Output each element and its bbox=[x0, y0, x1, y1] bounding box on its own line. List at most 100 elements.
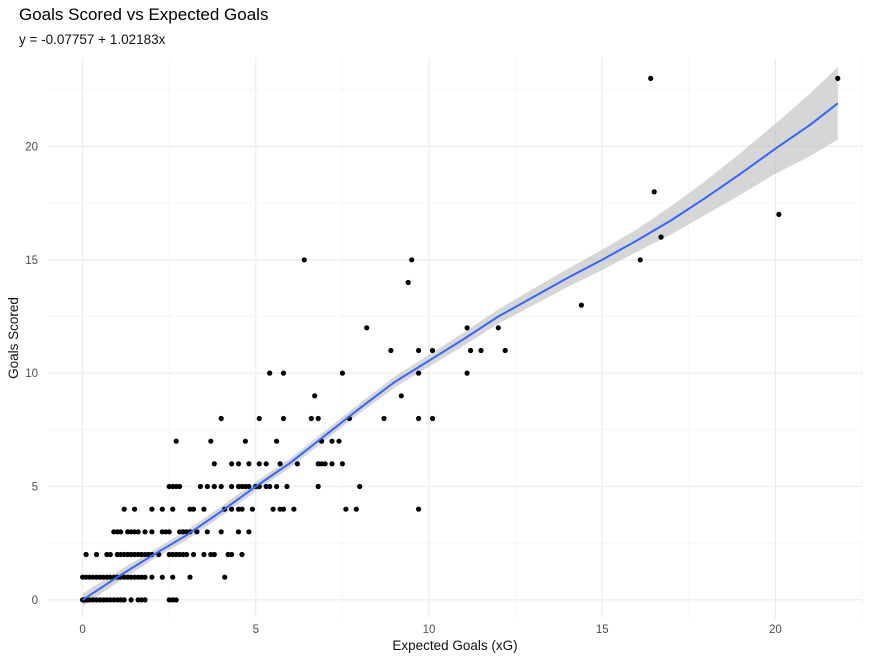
data-point bbox=[280, 506, 287, 512]
data-point bbox=[388, 347, 394, 354]
data-point bbox=[187, 574, 193, 580]
data-point bbox=[197, 483, 203, 490]
data-point bbox=[204, 529, 210, 535]
data-point bbox=[267, 483, 273, 490]
data-point bbox=[173, 597, 179, 603]
trend-line bbox=[82, 102, 839, 601]
y-tick-label: 0 bbox=[32, 595, 38, 607]
data-point bbox=[246, 483, 252, 490]
data-point bbox=[315, 415, 321, 422]
data-point bbox=[235, 529, 242, 535]
data-point bbox=[201, 506, 207, 512]
data-point bbox=[218, 483, 224, 490]
data-point bbox=[274, 438, 280, 444]
points-layer bbox=[80, 75, 841, 603]
data-point bbox=[256, 461, 262, 467]
data-point bbox=[208, 438, 214, 444]
data-point bbox=[329, 461, 335, 467]
data-point bbox=[142, 529, 148, 535]
data-point bbox=[229, 483, 235, 490]
grid-lines bbox=[48, 58, 863, 618]
data-point bbox=[170, 506, 176, 512]
data-point bbox=[301, 257, 307, 263]
data-point bbox=[246, 461, 252, 467]
data-point bbox=[218, 529, 224, 535]
data-point bbox=[239, 506, 245, 512]
data-point bbox=[222, 574, 228, 580]
data-point bbox=[235, 461, 242, 467]
data-point bbox=[464, 325, 470, 331]
data-point bbox=[429, 415, 436, 422]
data-point bbox=[267, 370, 273, 376]
data-point bbox=[218, 415, 224, 422]
data-point bbox=[246, 529, 252, 535]
data-point bbox=[135, 529, 141, 535]
data-point bbox=[173, 438, 179, 444]
data-point bbox=[464, 370, 470, 376]
data-point bbox=[239, 551, 245, 558]
data-point bbox=[149, 574, 155, 580]
data-point bbox=[159, 506, 165, 512]
data-point bbox=[118, 529, 124, 535]
data-point bbox=[658, 234, 664, 240]
data-point bbox=[776, 211, 782, 217]
y-axis-label: Goals Scored bbox=[6, 297, 21, 379]
data-point bbox=[578, 302, 585, 308]
data-point bbox=[651, 189, 657, 195]
data-point bbox=[190, 551, 197, 558]
data-point bbox=[270, 506, 276, 512]
data-point bbox=[381, 415, 387, 422]
data-point bbox=[336, 438, 342, 444]
data-point bbox=[416, 506, 422, 512]
data-point bbox=[357, 483, 363, 490]
x-axis-label: Expected Goals (xG) bbox=[392, 638, 517, 653]
data-point bbox=[177, 483, 183, 490]
chart-subtitle: y = -0.07757 + 1.02183x bbox=[19, 32, 166, 47]
data-point bbox=[416, 415, 422, 422]
y-tick-label: 15 bbox=[25, 255, 38, 267]
y-tick-label: 10 bbox=[25, 368, 38, 380]
data-point bbox=[429, 347, 436, 354]
x-tick-label: 0 bbox=[79, 624, 85, 636]
data-point bbox=[256, 415, 262, 422]
data-point bbox=[159, 574, 165, 580]
data-point bbox=[211, 483, 217, 490]
data-point bbox=[648, 75, 654, 81]
tick-labels: 0 5 10 15 20 0 5 10 15 20 bbox=[25, 141, 782, 636]
data-point bbox=[312, 393, 318, 399]
data-point bbox=[291, 506, 297, 512]
data-point bbox=[83, 551, 89, 558]
data-point bbox=[142, 597, 148, 603]
data-point bbox=[280, 415, 287, 422]
data-point bbox=[294, 461, 300, 467]
data-point bbox=[502, 347, 508, 354]
data-point bbox=[249, 506, 255, 512]
trend-line-layer bbox=[82, 102, 839, 601]
data-point bbox=[166, 529, 172, 535]
data-point bbox=[495, 325, 501, 331]
data-point bbox=[190, 506, 197, 512]
data-point bbox=[263, 461, 269, 467]
data-point bbox=[211, 551, 217, 558]
data-point bbox=[409, 257, 415, 263]
data-point bbox=[416, 347, 422, 354]
x-tick-label: 5 bbox=[253, 624, 259, 636]
data-point bbox=[204, 483, 210, 490]
data-point bbox=[364, 325, 370, 331]
data-point bbox=[405, 279, 411, 286]
x-tick-label: 15 bbox=[596, 624, 609, 636]
data-point bbox=[229, 551, 235, 558]
data-point bbox=[280, 370, 287, 376]
data-point bbox=[339, 370, 345, 376]
data-point bbox=[170, 574, 176, 580]
y-tick-label: 20 bbox=[25, 141, 38, 153]
data-point bbox=[329, 438, 335, 444]
data-point bbox=[637, 257, 643, 263]
data-point bbox=[149, 529, 155, 535]
data-point bbox=[121, 597, 127, 603]
data-point bbox=[284, 483, 290, 490]
data-point bbox=[93, 551, 100, 558]
data-point bbox=[201, 551, 207, 558]
data-point bbox=[142, 574, 148, 580]
